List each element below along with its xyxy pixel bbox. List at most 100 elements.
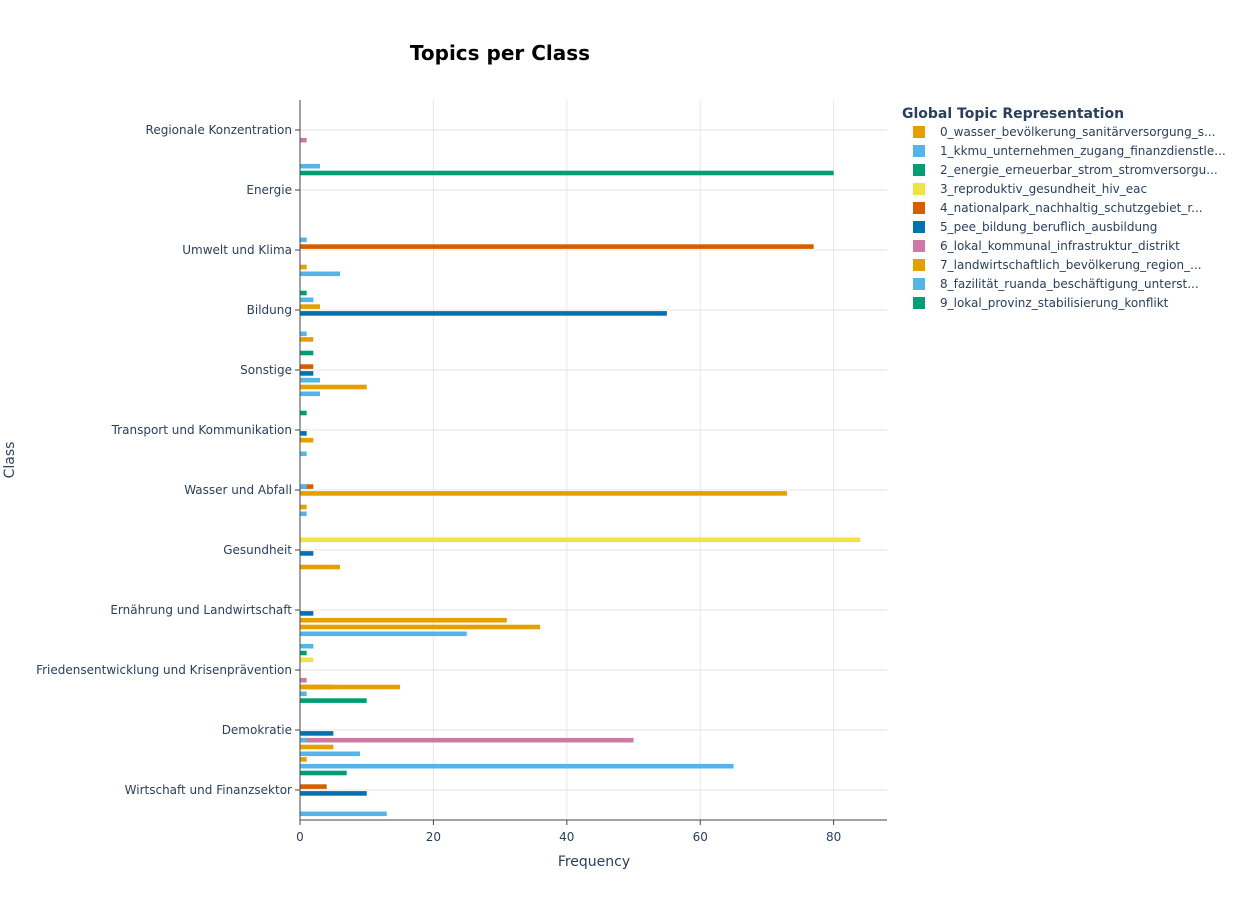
bar <box>300 698 367 703</box>
legend-label: 4_nationalpark_nachhaltig_schutzgebiet_r… <box>940 201 1203 215</box>
legend-item[interactable]: 6_lokal_kommunal_infrastruktur_distrikt <box>913 239 1180 253</box>
y-tick-label: Friedensentwicklung und Krisenprävention <box>36 663 292 677</box>
legend-swatch <box>913 145 925 157</box>
bar <box>300 244 814 249</box>
bar <box>300 657 314 663</box>
bar <box>300 751 361 757</box>
legend-item[interactable]: 5_pee_bildung_beruflich_ausbildung <box>913 220 1157 234</box>
legend-swatch <box>913 164 925 176</box>
bar <box>300 431 307 436</box>
bar <box>300 684 401 690</box>
legend-swatch <box>913 240 925 252</box>
bar <box>300 237 307 243</box>
legend-item[interactable]: 7_landwirtschaftlich_bevölkerung_region_… <box>913 258 1202 272</box>
bar <box>300 410 307 416</box>
bar <box>300 377 321 383</box>
y-tick-label: Wasser und Abfall <box>184 483 292 497</box>
bar <box>300 137 307 143</box>
bar <box>300 504 307 510</box>
bar <box>300 691 307 697</box>
bar <box>300 271 341 277</box>
legend-item[interactable]: 9_lokal_provinz_stabilisierung_konflikt <box>913 296 1169 310</box>
bar <box>300 643 314 649</box>
bar <box>300 763 734 769</box>
bar <box>300 491 787 496</box>
bar <box>300 391 321 397</box>
legend-label: 6_lokal_kommunal_infrastruktur_distrikt <box>940 239 1180 253</box>
bar <box>300 677 307 683</box>
legend-item[interactable]: 8_fazilität_ruanda_beschäftigung_unterst… <box>913 277 1199 291</box>
bar <box>300 297 314 303</box>
legend[interactable]: Global Topic Representation 0_wasser_bev… <box>902 106 1226 310</box>
bar <box>300 744 334 750</box>
y-tick-label: Bildung <box>247 303 292 317</box>
bar <box>300 551 314 556</box>
y-tick-label: Demokratie <box>222 723 292 737</box>
bar <box>300 451 307 457</box>
bar <box>300 337 314 342</box>
bar <box>300 170 834 176</box>
y-tick-label: Regionale Konzentration <box>146 123 292 137</box>
legend-swatch <box>913 202 925 214</box>
bar <box>300 624 541 630</box>
bar <box>300 437 314 443</box>
bar <box>300 384 367 390</box>
bar <box>300 537 861 543</box>
legend-swatch <box>913 297 925 309</box>
axes: 0 20 40 60 80 Regionale Konzentration Energie U… <box>36 100 887 844</box>
bar <box>300 484 307 489</box>
legend-label: 0_wasser_bevölkerung_sanitärversorgung_s… <box>940 125 1215 139</box>
y-tick-label: Ernährung und Landwirtschaft <box>110 603 292 617</box>
bar <box>300 770 347 776</box>
x-tick-label: 20 <box>426 830 441 844</box>
y-axis-title: Class <box>2 442 18 479</box>
legend-label: 2_energie_erneuerbar_strom_stromversorgu… <box>940 163 1218 177</box>
legend-title: Global Topic Representation <box>902 106 1124 122</box>
bar <box>300 757 307 762</box>
legend-item[interactable]: 2_energie_erneuerbar_strom_stromversorgu… <box>913 163 1218 177</box>
legend-swatch <box>913 126 925 138</box>
bar <box>300 617 507 623</box>
legend-swatch <box>913 259 925 271</box>
bar <box>300 163 321 169</box>
x-tick-label: 40 <box>559 830 574 844</box>
bar <box>300 350 314 356</box>
grid-lines <box>300 100 887 820</box>
legend-item[interactable]: 3_reproduktiv_gesundheit_hiv_eac <box>913 182 1147 196</box>
legend-label: 1_kkmu_unternehmen_zugang_finanzdienstle… <box>940 144 1226 158</box>
bar <box>300 791 367 796</box>
x-tick-label: 0 <box>296 830 304 844</box>
bar <box>300 737 634 743</box>
legend-label: 8_fazilität_ruanda_beschäftigung_unterst… <box>940 277 1199 291</box>
bar <box>300 484 314 489</box>
bar <box>300 631 467 637</box>
legend-swatch <box>913 278 925 290</box>
legend-item[interactable]: 0_wasser_bevölkerung_sanitärversorgung_s… <box>913 125 1215 139</box>
legend-label: 7_landwirtschaftlich_bevölkerung_region_… <box>940 258 1202 272</box>
bar <box>300 784 327 789</box>
legend-label: 3_reproduktiv_gesundheit_hiv_eac <box>940 182 1147 196</box>
bar <box>300 371 314 376</box>
y-tick-label: Gesundheit <box>223 543 292 557</box>
chart-title: Topics per Class <box>410 41 590 65</box>
bar <box>300 611 314 616</box>
bar <box>300 364 314 369</box>
x-tick-label: 60 <box>693 830 708 844</box>
legend-label: 9_lokal_provinz_stabilisierung_konflikt <box>940 296 1169 310</box>
legend-swatch <box>913 221 925 233</box>
x-axis-title: Frequency <box>558 854 630 870</box>
bar <box>300 564 341 570</box>
legend-swatch <box>913 183 925 195</box>
y-tick-label: Energie <box>246 183 292 197</box>
legend-item[interactable]: 1_kkmu_unternehmen_zugang_finanzdienstle… <box>913 144 1226 158</box>
bar <box>300 731 334 736</box>
legend-item[interactable]: 4_nationalpark_nachhaltig_schutzgebiet_r… <box>913 201 1203 215</box>
bar <box>300 331 307 337</box>
bar <box>300 737 307 743</box>
y-tick-label: Umwelt und Klima <box>182 243 292 257</box>
bar <box>300 511 307 517</box>
x-tick-label: 80 <box>826 830 841 844</box>
bar <box>300 304 321 309</box>
y-tick-label: Sonstige <box>240 363 292 377</box>
